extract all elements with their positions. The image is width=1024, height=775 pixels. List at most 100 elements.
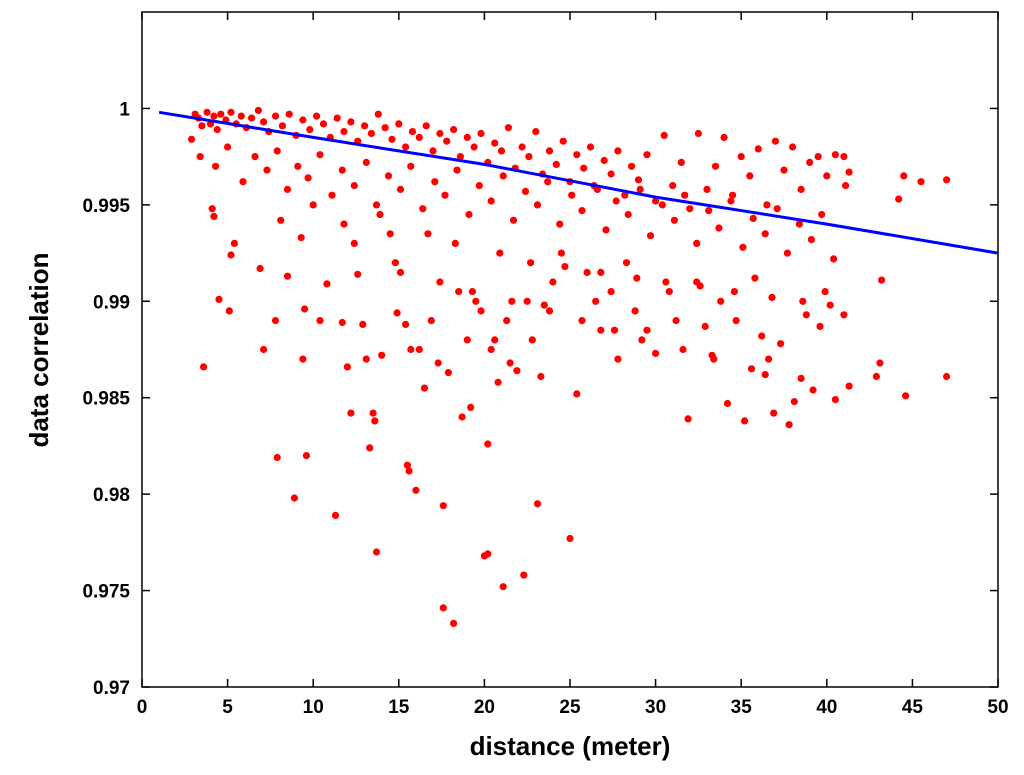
data-point [316, 151, 324, 159]
trend-line [158, 110, 999, 255]
data-point [658, 201, 667, 209]
data-point [367, 129, 375, 138]
data-point [840, 153, 848, 161]
data-point [533, 500, 542, 508]
data-point [227, 251, 235, 259]
data-point [556, 220, 564, 228]
data-point [225, 307, 233, 315]
data-point [456, 153, 464, 161]
data-point [463, 133, 471, 141]
data-point [628, 162, 636, 170]
data-point [677, 158, 685, 166]
data-point [443, 137, 451, 145]
data-point [359, 320, 367, 328]
data-point [444, 369, 452, 377]
data-point [729, 191, 737, 199]
data-point [720, 133, 728, 141]
y-axis-label: data correlation [24, 252, 54, 447]
data-point [203, 108, 211, 116]
data-point [545, 307, 554, 315]
data-point [350, 182, 358, 190]
data-point [372, 201, 381, 209]
y-tick-label: 0.99 [93, 292, 130, 313]
data-point [610, 326, 619, 334]
data-point [338, 166, 346, 174]
data-point [754, 145, 762, 153]
data-point [732, 317, 740, 325]
data-point [362, 158, 370, 166]
data-point [396, 268, 405, 276]
data-point [374, 110, 382, 118]
data-point [340, 128, 348, 136]
data-point [557, 249, 566, 257]
data-point [771, 137, 780, 145]
data-point [376, 210, 384, 219]
data-point [306, 126, 314, 134]
data-point [499, 172, 507, 180]
data-point [487, 197, 495, 205]
data-point [420, 384, 429, 392]
data-point [260, 118, 268, 126]
data-point [323, 280, 331, 288]
data-point [634, 176, 643, 184]
data-point [468, 288, 476, 296]
plot-area [141, 11, 999, 688]
data-point [783, 249, 792, 257]
data-point [710, 355, 718, 363]
data-point [845, 382, 853, 390]
y-tick-label: 0.995 [82, 196, 130, 217]
data-point [381, 124, 389, 132]
data-point [299, 116, 307, 124]
data-point [496, 249, 504, 257]
data-point [527, 259, 535, 267]
data-point [328, 191, 336, 199]
scatter-series [188, 106, 951, 628]
data-point [254, 106, 262, 114]
data-point [739, 243, 747, 251]
data-point [660, 131, 668, 139]
data-point [797, 185, 805, 193]
data-point [333, 114, 341, 122]
data-point [583, 268, 591, 276]
data-point [521, 187, 530, 195]
data-point [528, 336, 536, 344]
data-point [283, 272, 292, 280]
data-point [686, 205, 694, 213]
data-point [773, 205, 781, 213]
data-point [338, 318, 346, 327]
data-point [636, 185, 644, 193]
data-point [188, 135, 196, 143]
data-point [780, 166, 788, 174]
data-point [568, 191, 576, 199]
data-point [388, 135, 396, 143]
data-point [200, 363, 208, 371]
data-point [436, 129, 444, 138]
data-point [237, 112, 245, 120]
data-point [239, 178, 247, 186]
data-point [405, 467, 413, 475]
data-point [436, 278, 444, 286]
data-point [431, 178, 439, 186]
data-point [597, 268, 605, 276]
data-point [343, 363, 351, 371]
data-point [761, 371, 769, 379]
data-point [407, 345, 415, 354]
data-point [256, 264, 264, 273]
data-point [669, 182, 677, 190]
data-point [552, 160, 560, 168]
data-point [441, 191, 449, 199]
data-point [525, 153, 533, 161]
data-point [578, 207, 586, 215]
data-point [278, 122, 286, 130]
data-point [790, 398, 798, 406]
data-point [806, 158, 814, 166]
data-point [797, 374, 805, 382]
data-point [727, 197, 735, 205]
data-point [765, 355, 773, 363]
data-point [826, 301, 834, 309]
data-point [408, 128, 417, 136]
data-point [402, 320, 410, 328]
data-point [646, 232, 655, 240]
x-tick-label: 30 [645, 697, 666, 718]
data-point [900, 172, 908, 180]
